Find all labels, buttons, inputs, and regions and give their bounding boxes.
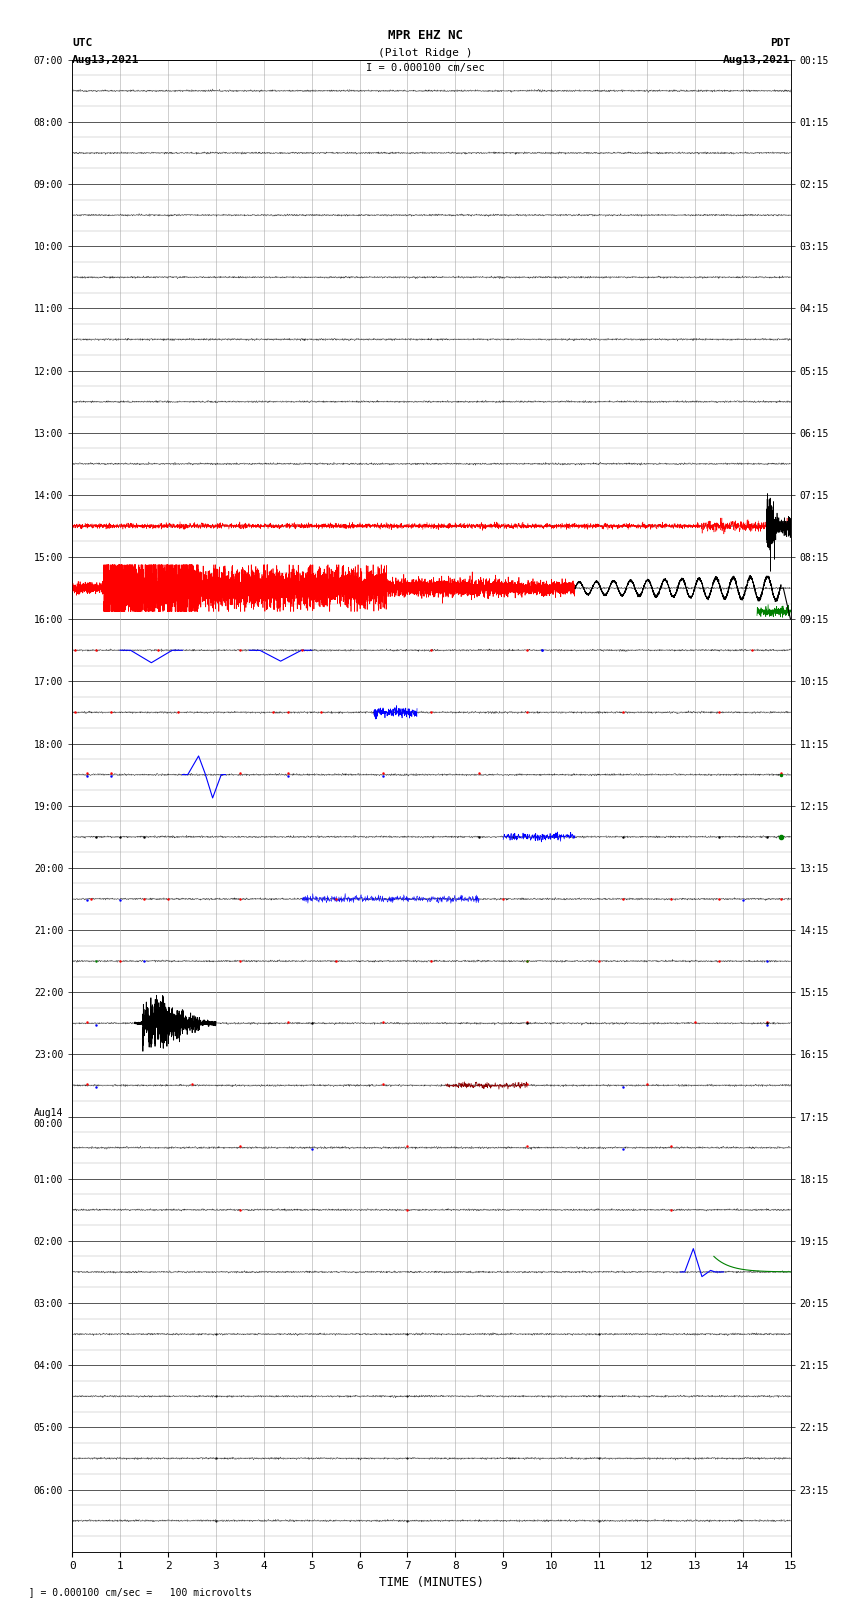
Text: ] = 0.000100 cm/sec =   100 microvolts: ] = 0.000100 cm/sec = 100 microvolts <box>17 1587 252 1597</box>
Text: I = 0.000100 cm/sec: I = 0.000100 cm/sec <box>366 63 484 73</box>
Text: Aug13,2021: Aug13,2021 <box>723 55 791 65</box>
Text: MPR EHZ NC: MPR EHZ NC <box>388 29 462 42</box>
Text: (Pilot Ridge ): (Pilot Ridge ) <box>377 48 473 58</box>
Text: Aug13,2021: Aug13,2021 <box>72 55 139 65</box>
Text: PDT: PDT <box>770 39 790 48</box>
Text: UTC: UTC <box>72 39 93 48</box>
X-axis label: TIME (MINUTES): TIME (MINUTES) <box>379 1576 484 1589</box>
